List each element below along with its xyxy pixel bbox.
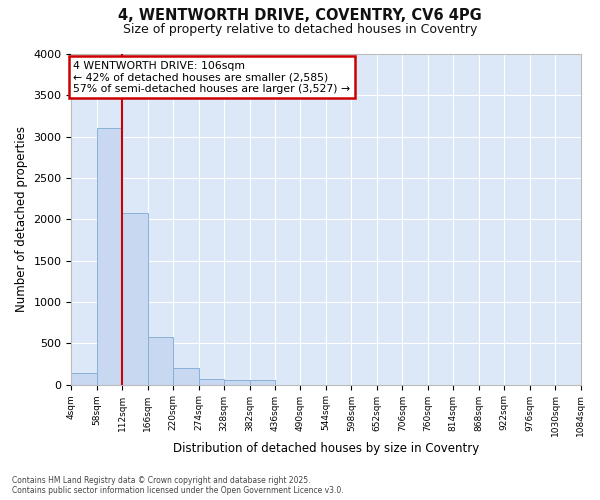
Text: Contains HM Land Registry data © Crown copyright and database right 2025.
Contai: Contains HM Land Registry data © Crown c…	[12, 476, 344, 495]
Text: 4 WENTWORTH DRIVE: 106sqm
← 42% of detached houses are smaller (2,585)
57% of se: 4 WENTWORTH DRIVE: 106sqm ← 42% of detac…	[73, 60, 350, 94]
Bar	[250, 380, 275, 384]
Bar	[148, 337, 173, 384]
Bar	[71, 373, 97, 384]
Text: 4, WENTWORTH DRIVE, COVENTRY, CV6 4PG: 4, WENTWORTH DRIVE, COVENTRY, CV6 4PG	[118, 8, 482, 22]
Bar	[173, 368, 199, 384]
Text: Size of property relative to detached houses in Coventry: Size of property relative to detached ho…	[123, 22, 477, 36]
X-axis label: Distribution of detached houses by size in Coventry: Distribution of detached houses by size …	[173, 442, 479, 455]
Bar	[199, 379, 224, 384]
Bar	[97, 128, 122, 384]
Y-axis label: Number of detached properties: Number of detached properties	[15, 126, 28, 312]
Bar	[122, 212, 148, 384]
Bar	[224, 380, 250, 384]
